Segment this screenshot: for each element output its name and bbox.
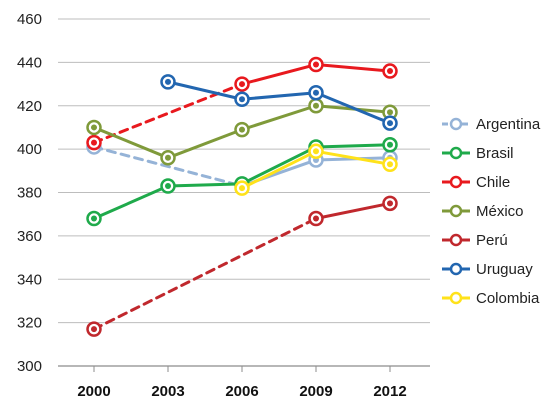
legend-item: Brasil — [442, 145, 514, 162]
legend-label: Argentina — [476, 116, 541, 133]
legend-label: Brasil — [476, 145, 514, 162]
series-segment-dashed — [92, 145, 244, 188]
legend-label: Perú — [476, 232, 508, 249]
data-point-center — [387, 120, 393, 127]
series-per — [86, 195, 398, 337]
legend: Argentina Brasil Chile México Perú Uruguay Col… — [442, 116, 541, 307]
y-tick-label: 380 — [17, 185, 42, 202]
series-segment — [314, 63, 392, 73]
series-segment — [240, 104, 318, 132]
data-point-center — [91, 139, 97, 146]
data-point-center — [313, 215, 319, 222]
data-point-center — [239, 81, 245, 88]
data-point-center — [313, 89, 319, 96]
x-tick-label: 2012 — [373, 383, 406, 400]
legend-item: Uruguay — [442, 261, 533, 278]
legend-swatch-marker — [449, 175, 463, 189]
y-tick-label: 300 — [17, 358, 42, 375]
data-point-center — [239, 96, 245, 103]
series-segment — [166, 80, 244, 101]
series-segment — [314, 201, 392, 221]
y-tick-label: 340 — [17, 271, 42, 288]
series-uruguay — [160, 74, 398, 131]
y-tick-label: 440 — [17, 54, 42, 71]
legend-swatch-marker — [449, 146, 463, 160]
legend-swatch-marker — [449, 117, 463, 131]
y-tick-label: 400 — [17, 141, 42, 158]
x-axis-ticks: 2000 2003 2006 2009 2012 — [77, 366, 407, 400]
data-point-center — [313, 148, 319, 155]
data-point-center — [165, 182, 171, 189]
series-segment — [166, 128, 244, 160]
legend-swatch-marker — [449, 233, 463, 247]
legend-swatch-marker — [449, 262, 463, 276]
data-point-center — [387, 141, 393, 148]
series-segment — [314, 149, 392, 166]
legend-label: Chile — [476, 174, 510, 191]
series-segment — [240, 63, 318, 86]
y-tick-label: 360 — [17, 228, 42, 245]
data-point-center — [239, 185, 245, 192]
series-segment — [166, 182, 244, 188]
x-tick-label: 2009 — [299, 383, 332, 400]
series-mxico — [86, 98, 398, 166]
y-axis-ticks: 300 320 340 360 380 400 420 440 460 — [17, 11, 42, 375]
data-point-center — [91, 215, 97, 222]
series-segment — [240, 149, 318, 190]
series-segment — [314, 91, 392, 125]
series-colombia — [234, 143, 398, 196]
data-point-center — [387, 200, 393, 207]
legend-swatch-marker — [449, 204, 463, 218]
x-tick-label: 2003 — [151, 383, 184, 400]
legend-item: México — [442, 203, 524, 220]
legend-item: Argentina — [442, 116, 541, 133]
legend-swatch-marker — [449, 291, 463, 305]
legend-label: México — [476, 203, 524, 220]
series-lines — [86, 56, 398, 337]
y-tick-label: 460 — [17, 11, 42, 28]
legend-item: Perú — [442, 232, 508, 249]
data-point-center — [387, 161, 393, 168]
data-point-center — [165, 154, 171, 161]
data-point-center — [313, 61, 319, 68]
legend-item: Colombia — [442, 290, 540, 307]
y-tick-label: 420 — [17, 98, 42, 115]
data-point-center — [165, 78, 171, 85]
series-segment — [240, 91, 318, 101]
x-tick-label: 2006 — [225, 383, 258, 400]
series-segment-dashed — [92, 217, 318, 331]
data-point-center — [387, 68, 393, 75]
series-segment — [92, 184, 170, 221]
x-tick-label: 2000 — [77, 383, 110, 400]
legend-item: Chile — [442, 174, 510, 191]
data-point-center — [91, 124, 97, 131]
series-segment — [240, 145, 318, 186]
y-tick-label: 320 — [17, 315, 42, 332]
series-brasil — [86, 137, 398, 227]
legend-label: Uruguay — [476, 261, 533, 278]
series-segment — [314, 143, 392, 149]
data-point-center — [91, 326, 97, 333]
data-point-center — [239, 126, 245, 133]
data-point-center — [313, 102, 319, 109]
series-segment — [92, 125, 170, 160]
legend-label: Colombia — [476, 290, 540, 307]
data-point-center — [387, 109, 393, 116]
